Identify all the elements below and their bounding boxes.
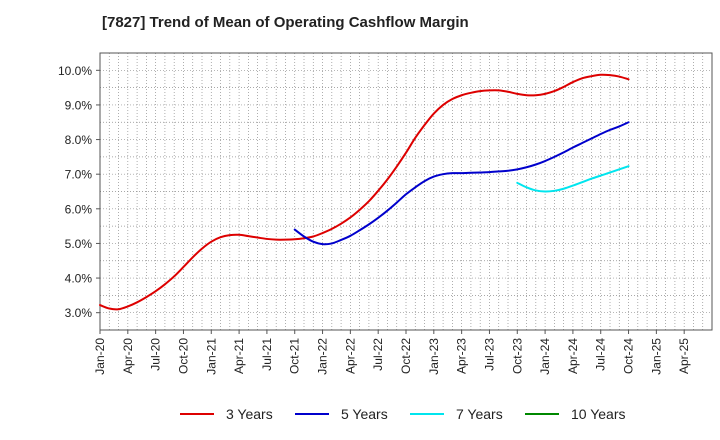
x-tick-label: Apr-20	[121, 338, 135, 374]
x-tick-label: Oct-20	[176, 338, 190, 374]
x-tick-label: Apr-23	[455, 338, 469, 374]
legend-swatch-7-years	[410, 413, 444, 415]
x-tick-label: Jan-20	[93, 338, 107, 375]
series-line-7-years	[516, 165, 630, 193]
x-tick-label: Jul-24	[594, 338, 608, 371]
chart-title: [7827] Trend of Mean of Operating Cashfl…	[102, 14, 469, 31]
x-tick-label: Jan-23	[427, 338, 441, 375]
legend-label-7-years: 7 Years	[456, 406, 503, 422]
series-line-5-years	[293, 121, 630, 246]
x-tick-label: Apr-24	[566, 338, 580, 374]
legend-item-3-years: 3 Years	[180, 404, 273, 424]
legend-swatch-10-years	[525, 413, 559, 415]
x-tick-label: Apr-22	[343, 338, 357, 374]
legend-label-10-years: 10 Years	[571, 406, 626, 422]
legend-item-10-years: 10 Years	[525, 404, 626, 424]
legend-label-3-years: 3 Years	[226, 406, 273, 422]
legend-swatch-3-years	[180, 413, 214, 415]
y-tick-label: 3.0%	[65, 306, 93, 320]
x-tick-label: Jul-22	[371, 338, 385, 371]
x-tick-label: Apr-25	[677, 338, 691, 374]
x-tick-label: Jan-21	[204, 338, 218, 375]
legend-item-7-years: 7 Years	[410, 404, 503, 424]
legend-label-5-years: 5 Years	[341, 406, 388, 422]
y-tick-label: 4.0%	[65, 272, 93, 286]
x-tick-label: Oct-21	[288, 338, 302, 374]
y-tick-label: 6.0%	[65, 202, 93, 216]
y-tick-label: 10.0%	[58, 64, 92, 78]
x-tick-label: Jan-22	[316, 338, 330, 375]
y-tick-label: 8.0%	[65, 133, 93, 147]
x-tick-label: Oct-22	[399, 338, 413, 374]
legend-swatch-5-years	[295, 413, 329, 415]
series-line-3-years	[99, 73, 630, 311]
x-tick-label: Apr-21	[232, 338, 246, 374]
y-tick-label: 7.0%	[65, 168, 93, 182]
x-tick-label: Jul-20	[149, 338, 163, 371]
y-tick-label: 5.0%	[65, 237, 93, 251]
chart-legend: 3 Years 5 Years 7 Years 10 Years	[180, 404, 640, 426]
x-tick-label: Jan-25	[649, 338, 663, 375]
legend-item-5-years: 5 Years	[295, 404, 388, 424]
x-tick-label: Oct-24	[622, 338, 636, 374]
x-tick-label: Oct-23	[510, 338, 524, 374]
x-tick-label: Jul-23	[482, 338, 496, 371]
y-tick-label: 9.0%	[65, 98, 93, 112]
x-tick-label: Jan-24	[538, 338, 552, 375]
x-tick-label: Jul-21	[260, 338, 274, 371]
